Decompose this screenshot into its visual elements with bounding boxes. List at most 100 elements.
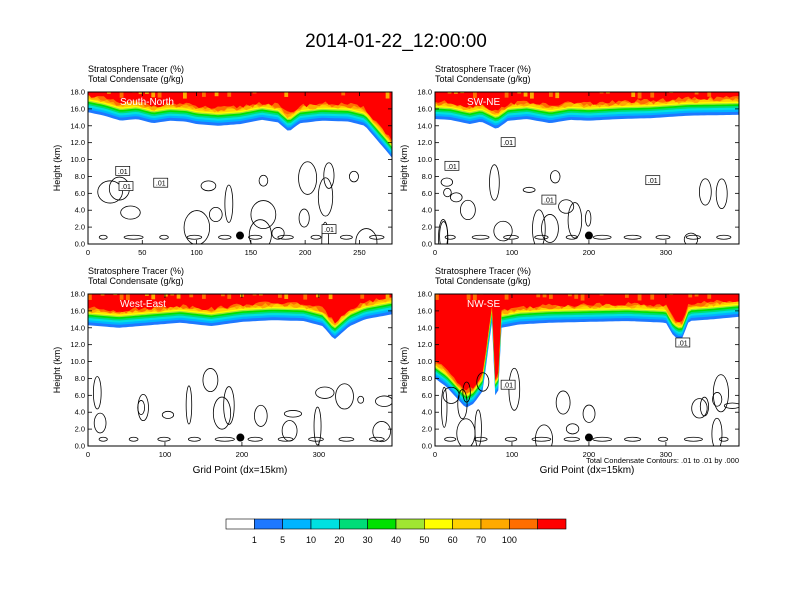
contour-line [716, 234, 732, 240]
colorbar-label: 30 [363, 535, 373, 545]
contour-line [313, 406, 322, 446]
contour-line [298, 161, 318, 195]
y-tick-label: 2.0 [422, 425, 432, 434]
y-tick-label: 0.0 [75, 240, 85, 249]
contour-label-box [675, 337, 691, 348]
tracer-streak [460, 92, 465, 94]
tracer-streak [341, 92, 346, 96]
y-tick-label: 14.0 [417, 121, 432, 130]
tracer-streak [599, 294, 604, 296]
tracer-streak [555, 92, 560, 99]
contour-label: .01 [118, 169, 128, 176]
contour-line [439, 221, 449, 244]
contour-line [558, 199, 575, 214]
contour-line [340, 234, 353, 240]
y-tick-label: 2.0 [422, 223, 432, 232]
contour-line [685, 234, 701, 240]
contour-line [254, 404, 268, 427]
contour-line [565, 234, 578, 240]
x-tick-label: 200 [236, 450, 249, 459]
contour-line [503, 234, 519, 240]
tracer-field [88, 294, 392, 446]
location-marker [236, 433, 245, 442]
location-marker [236, 231, 244, 240]
contour-line [623, 234, 642, 240]
tracer-streak [542, 294, 547, 298]
y-tick-label: 4.0 [422, 206, 432, 215]
tracer-streak [637, 92, 642, 99]
tracer-streak [145, 92, 149, 94]
contour-line [723, 402, 739, 409]
tracer-band-11 [88, 92, 392, 141]
contour-line [541, 214, 559, 243]
tracer-streak [176, 294, 181, 299]
contour-line [98, 436, 108, 442]
y-tick-label: 18.0 [417, 290, 432, 299]
tracer-streak [113, 294, 118, 296]
contour-line [471, 234, 490, 240]
plot-frame [434, 91, 740, 245]
contour-label-box [541, 194, 557, 205]
y-tick-label: 12.0 [70, 340, 85, 349]
contour-line [137, 393, 149, 422]
tracer-streak [252, 92, 257, 94]
y-axis-label: Height (km) [52, 145, 62, 192]
tracer-streak [669, 92, 674, 94]
contour-line [159, 234, 169, 240]
tracer-streak [107, 92, 111, 94]
y-tick-label: 12.0 [417, 138, 432, 147]
tracer-streak [284, 294, 289, 299]
tracer-streak [707, 92, 712, 97]
colorbar-label: 5 [280, 535, 285, 545]
contour-line [187, 436, 201, 442]
contour-line [565, 423, 580, 435]
colorbar-label: 50 [419, 535, 429, 545]
x-tick-label: 300 [313, 450, 326, 459]
x-tick-label: 150 [245, 248, 258, 257]
contour-line [532, 209, 546, 244]
y-tick-label: 4.0 [75, 206, 85, 215]
tracer-streak [549, 92, 553, 97]
y-tick-label: 10.0 [417, 357, 432, 366]
contour-line [555, 390, 571, 415]
tracer-streak [385, 294, 390, 301]
x-tick-label: 300 [660, 248, 673, 257]
contour-label-box [444, 160, 460, 171]
x-tick-label: 100 [506, 450, 519, 459]
y-tick-label: 4.0 [422, 408, 432, 417]
y-tick-label: 6.0 [422, 189, 432, 198]
tracer-streak [145, 294, 149, 296]
colorbar-label: 1 [252, 535, 257, 545]
contour-line [315, 386, 335, 399]
x-tick-label: 250 [353, 248, 366, 257]
contour-line [258, 174, 269, 187]
x-tick-label: 100 [506, 248, 519, 257]
contour-line [224, 184, 234, 223]
location-marker [584, 231, 593, 240]
y-tick-label: 8.0 [422, 374, 432, 383]
contour-line [357, 395, 365, 404]
panel-variable-title: Stratosphere Tracer (%) [88, 64, 184, 74]
figure-title: 2014-01-22_12:00:00 [305, 31, 487, 52]
contour-line [534, 234, 549, 240]
contour-line [449, 192, 463, 203]
contour-line [444, 234, 456, 240]
contour-label-box [153, 177, 169, 188]
tracer-streak [549, 294, 553, 299]
panel-variable-title: Total Condensate (g/kg) [88, 276, 184, 286]
contour-line [248, 234, 263, 240]
x-tick-label: 200 [583, 450, 596, 459]
contour-line [522, 186, 536, 193]
contour-line [248, 219, 272, 244]
location-marker [584, 433, 593, 442]
y-tick-label: 14.0 [70, 323, 85, 332]
panel-variable-title: Total Condensate (g/kg) [435, 276, 531, 286]
tracer-streak [606, 92, 610, 94]
tracer-streak [119, 92, 124, 98]
tracer-streak [530, 92, 534, 99]
colorbar-swatch [537, 518, 567, 530]
tracer-streak [221, 294, 225, 297]
y-tick-label: 12.0 [70, 138, 85, 147]
colorbar-swatch [254, 518, 283, 530]
